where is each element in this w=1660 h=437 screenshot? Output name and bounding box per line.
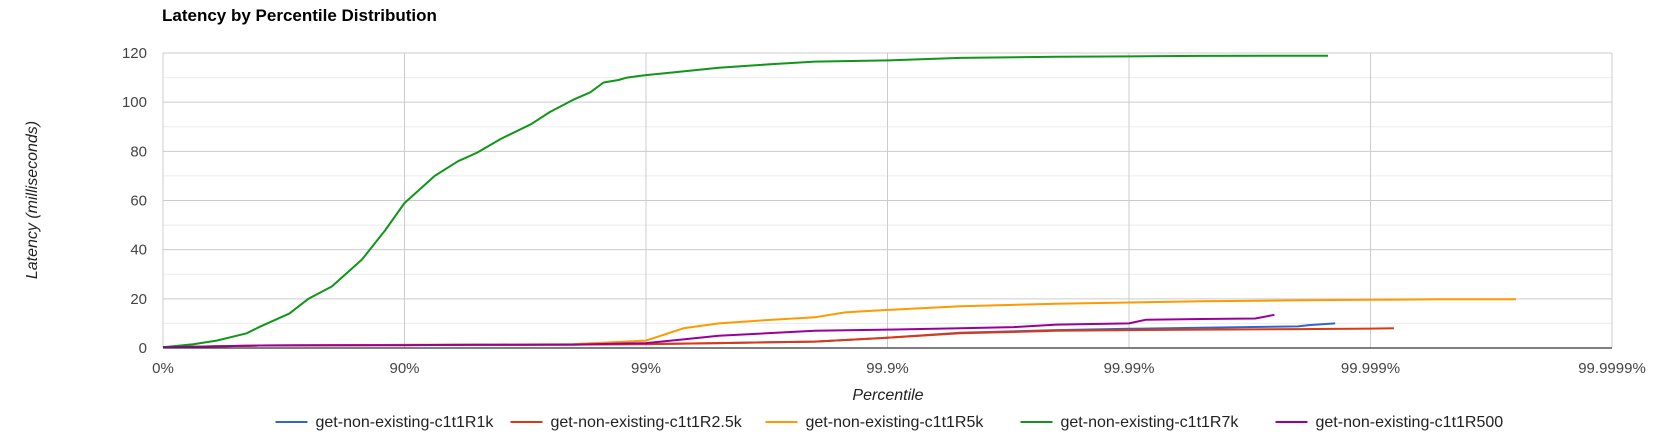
x-tick-label: 99%: [631, 360, 661, 377]
legend-entry: get-non-existing-c1t1R2.5k: [551, 414, 743, 431]
legend-entry: get-non-existing-c1t1R5k: [806, 414, 985, 431]
series-line-0: [162, 322, 1336, 349]
chart-title: Latency by Percentile Distribution: [162, 6, 437, 25]
grid: [162, 52, 1613, 349]
y-tick-label: 60: [130, 193, 147, 210]
x-axis-ticks: 0% 90% 99% 99.9% 99.99% 99.999% 99.9999%: [152, 360, 1646, 377]
x-tick-label: 99.9999%: [1578, 360, 1646, 377]
y-tick-label: 80: [130, 143, 147, 160]
y-tick-label: 120: [122, 45, 147, 62]
y-axis-label: Latency (milliseconds): [24, 121, 41, 279]
x-tick-label: 99.9%: [866, 360, 909, 377]
y-tick-label: 40: [130, 242, 147, 259]
series-line-4: [162, 313, 1275, 349]
series-line-3: [162, 54, 1328, 349]
x-tick-label: 99.999%: [1341, 360, 1400, 377]
legend-entry: get-non-existing-c1t1R7k: [1061, 414, 1240, 431]
x-tick-label: 99.99%: [1104, 360, 1155, 377]
y-tick-label: 0: [139, 340, 147, 357]
series-lines: [162, 54, 1516, 349]
y-axis-ticks: 0 20 40 60 80 100 120: [122, 45, 147, 357]
y-tick-label: 20: [130, 291, 147, 308]
legend-entry: get-non-existing-c1t1R1k: [316, 414, 495, 431]
y-tick-label: 100: [122, 94, 147, 111]
legend: get-non-existing-c1t1R1k get-non-existing…: [275, 414, 1504, 431]
x-tick-label: 90%: [389, 360, 419, 377]
x-axis-label: Percentile: [852, 387, 923, 404]
x-tick-label: 0%: [152, 360, 174, 377]
legend-entry: get-non-existing-c1t1R500: [1316, 414, 1504, 431]
